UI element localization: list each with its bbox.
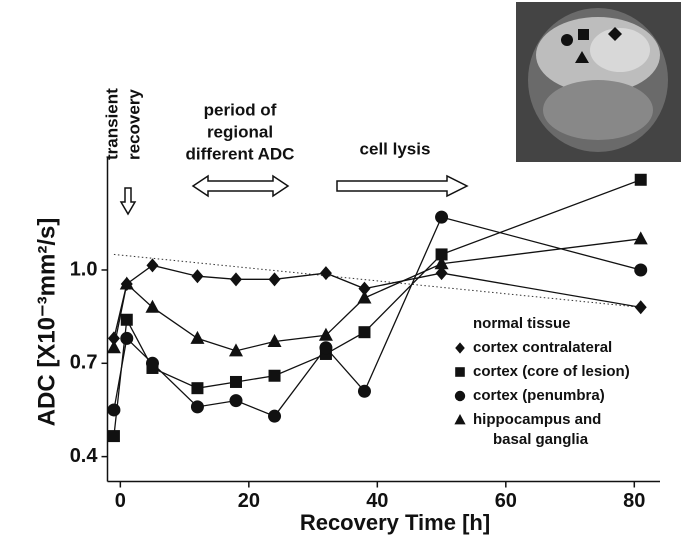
legend-label: hippocampus and basal ganglia — [473, 411, 601, 448]
marker — [145, 356, 159, 370]
marker — [191, 382, 204, 395]
marker — [634, 263, 648, 277]
x-tick-label: 80 — [623, 490, 645, 512]
legend-marker — [454, 414, 466, 425]
annotation-arrows — [119, 174, 469, 216]
marker — [190, 330, 205, 344]
x-tick-label: 60 — [495, 490, 517, 512]
legend-title: normal tissue — [473, 315, 571, 332]
marker — [318, 327, 333, 341]
brain-image — [516, 2, 681, 162]
marker — [435, 210, 449, 224]
legend-line: hippocampus and — [473, 411, 601, 428]
annotation: different ADC — [186, 144, 295, 163]
marker — [146, 258, 159, 273]
marker — [358, 326, 371, 339]
annotation: regional — [207, 122, 273, 141]
marker — [357, 290, 372, 304]
marker — [120, 313, 133, 326]
marker — [145, 299, 160, 313]
annotation: transient — [102, 88, 121, 160]
marker — [319, 266, 332, 281]
y-axis-label: ADC [X10⁻³mm²/s] — [33, 218, 60, 427]
marker — [119, 276, 134, 290]
series-line — [113, 179, 641, 437]
legend-label: cortex (core of lesion) — [473, 363, 630, 380]
marker — [634, 300, 647, 315]
marker — [106, 340, 121, 354]
legend-line: cortex (core of lesion) — [473, 363, 630, 380]
x-tick-label: 0 — [115, 490, 126, 512]
marker — [268, 409, 282, 423]
marker — [229, 272, 242, 287]
x-tick-label: 40 — [366, 490, 388, 512]
series-line — [113, 238, 641, 352]
marker — [190, 400, 204, 414]
y-tick-label: 1.0 — [70, 258, 98, 280]
marker — [319, 341, 333, 355]
marker — [435, 248, 448, 261]
marker — [435, 266, 448, 281]
legend-line: cortex contralateral — [473, 339, 612, 356]
annotation: recovery — [124, 89, 143, 160]
marker — [633, 231, 648, 245]
x-axis-label: Recovery Time [h] — [300, 510, 490, 535]
marker — [120, 331, 134, 345]
legend-label: cortex contralateral — [473, 339, 612, 356]
legend-marker — [454, 390, 466, 402]
marker — [268, 272, 281, 287]
marker — [358, 281, 371, 296]
marker — [107, 430, 120, 443]
marker — [191, 269, 204, 284]
legend-line: cortex (penumbra) — [473, 387, 605, 404]
marker — [434, 256, 449, 270]
marker — [357, 384, 371, 398]
marker — [229, 394, 243, 408]
legend-line: basal ganglia — [493, 431, 589, 448]
marker — [228, 343, 243, 357]
trend-line — [113, 253, 641, 308]
legend-label: cortex (penumbra) — [473, 387, 605, 404]
annotation: cell lysis — [360, 139, 431, 158]
x-tick-label: 20 — [238, 490, 260, 512]
annotation: period of — [204, 100, 277, 119]
marker — [268, 369, 281, 382]
series-line — [113, 216, 641, 417]
legend-marker — [455, 342, 465, 354]
marker — [634, 173, 647, 186]
y-tick-label: 0.7 — [70, 352, 98, 374]
marker — [107, 403, 121, 417]
legend-marker — [455, 367, 465, 377]
y-tick-label: 0.4 — [70, 445, 99, 467]
marker — [229, 375, 242, 388]
marker — [267, 334, 282, 348]
